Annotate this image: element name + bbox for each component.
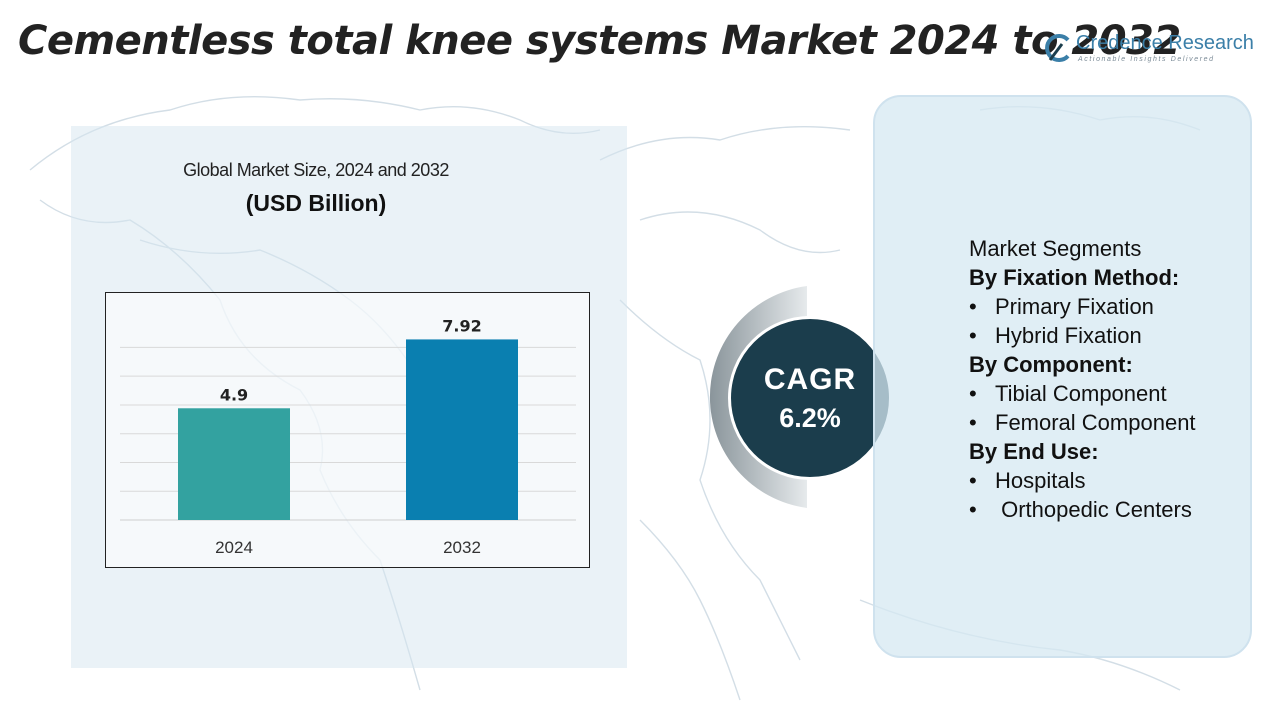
cagr-value: 6.2%	[779, 403, 841, 433]
segment-item-label: Primary Fixation	[995, 294, 1154, 319]
data-label: 4.9	[220, 385, 248, 404]
credence-research-logo: Credence Research Actionable Insights De…	[1042, 30, 1272, 70]
segment-group-title: By Component:	[969, 352, 1133, 377]
bar-chart: 4.9 2024 7.92 2032	[105, 292, 590, 568]
page-title: Cementless total knee systems Market 202…	[18, 18, 1181, 64]
x-tick-label: 2032	[443, 538, 481, 557]
bar-2024	[178, 408, 290, 520]
segments-panel	[873, 95, 1252, 658]
logo-mark-icon	[1045, 34, 1070, 62]
bar-chart-svg: 4.9 2024 7.92 2032	[120, 316, 576, 557]
bullet-icon: •	[969, 497, 977, 522]
segment-item-label: Tibial Component	[995, 381, 1167, 406]
segment-item: • Hybrid Fixation	[969, 321, 1269, 350]
cagr-label: CAGR	[763, 363, 857, 396]
segment-item-label: Femoral Component	[995, 410, 1196, 435]
bullet-icon: •	[969, 468, 977, 493]
x-tick-label: 2024	[215, 538, 253, 557]
bullet-icon: •	[969, 323, 977, 348]
bullet-icon: •	[969, 410, 977, 435]
cagr-badge: CAGR 6.2%	[728, 316, 892, 480]
segment-item-label: Hybrid Fixation	[995, 323, 1142, 348]
cagr-ring-decoration	[709, 286, 807, 508]
segment-item: • Hospitals	[969, 466, 1269, 495]
chart-title: Global Market Size, 2024 and 2032	[183, 160, 449, 180]
bar-2032	[406, 339, 518, 520]
segment-group-title: By Fixation Method:	[969, 265, 1180, 290]
logo-tagline: Actionable Insights Delivered	[1078, 56, 1215, 63]
segment-item: • Femoral Component	[969, 408, 1269, 437]
segments-heading: Market Segments	[969, 236, 1142, 261]
bullet-icon: •	[969, 381, 977, 406]
segment-item-label: Hospitals	[995, 468, 1086, 493]
segment-item-label: Orthopedic Centers	[995, 497, 1192, 522]
chart-subtitle: (USD Billion)	[245, 190, 387, 216]
market-segments: Market Segments By Fixation Method: • Pri…	[969, 234, 1269, 524]
segment-item: • Primary Fixation	[969, 292, 1269, 321]
data-label: 7.92	[442, 316, 481, 335]
segment-group-title: By End Use:	[969, 439, 1099, 464]
logo-name: Credence Research	[1076, 32, 1254, 54]
bullet-icon: •	[969, 294, 977, 319]
segment-item: • Orthopedic Centers	[969, 495, 1269, 524]
segment-item: • Tibial Component	[969, 379, 1269, 408]
